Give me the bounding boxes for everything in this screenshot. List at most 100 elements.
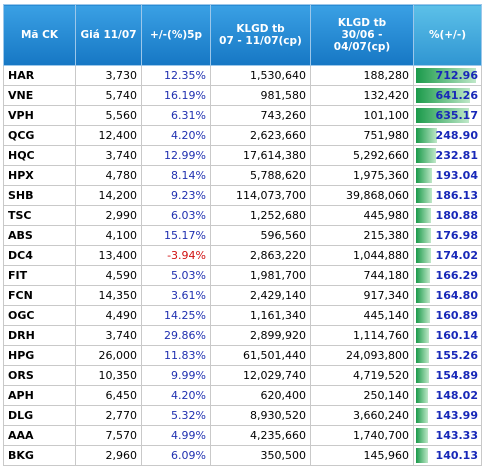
table-row: VPH 5,560 6.31% 743,260 101,100 635.17 bbox=[3, 105, 482, 126]
table-row: HPX 4,780 8.14% 5,788,620 1,975,360 193.04 bbox=[3, 165, 482, 186]
ticker: DRH bbox=[3, 325, 76, 346]
ticker: ABS bbox=[3, 225, 76, 246]
change-value: 174.02 bbox=[435, 249, 478, 262]
table-body: HAR 3,730 12.35% 1,530,640 188,280 712.96 VNE 5… bbox=[3, 65, 482, 466]
price: 5,560 bbox=[75, 105, 142, 126]
change-cell: 712.96 bbox=[413, 65, 482, 86]
volume-prev: 751,980 bbox=[310, 125, 414, 146]
price: 3,730 bbox=[75, 65, 142, 86]
volume-prev: 3,660,240 bbox=[310, 405, 414, 426]
change-value: 176.98 bbox=[435, 229, 478, 242]
table-row: HPG 26,000 11.83% 61,501,440 24,093,800 155.2… bbox=[3, 345, 482, 366]
volume-week: 17,614,380 bbox=[210, 145, 311, 166]
change-bar bbox=[416, 108, 470, 123]
change-value: 635.17 bbox=[435, 109, 478, 122]
percent-change: 12.35% bbox=[141, 65, 211, 86]
ticker: TSC bbox=[3, 205, 76, 226]
header-cell: KLGD tb 30/06 - 04/07(cp) bbox=[310, 4, 414, 66]
percent-change: 6.09% bbox=[141, 445, 211, 466]
header-cell: %(+/-) bbox=[413, 4, 482, 66]
volume-prev: 132,420 bbox=[310, 85, 414, 106]
change-bar bbox=[416, 308, 430, 323]
change-value: 143.33 bbox=[435, 429, 478, 442]
price: 14,200 bbox=[75, 185, 142, 206]
price: 2,960 bbox=[75, 445, 142, 466]
change-cell: 635.17 bbox=[413, 105, 482, 126]
ticker: OGC bbox=[3, 305, 76, 326]
change-bar bbox=[416, 348, 430, 363]
change-cell: 186.13 bbox=[413, 185, 482, 206]
table-row: DLG 2,770 5.32% 8,930,520 3,660,240 143.99 bbox=[3, 405, 482, 426]
change-value: 160.89 bbox=[435, 309, 478, 322]
volume-week: 1,530,640 bbox=[210, 65, 311, 86]
volume-week: 12,029,740 bbox=[210, 365, 311, 386]
table-row: BKG 2,960 6.09% 350,500 145,960 140.13 bbox=[3, 445, 482, 466]
volume-week: 620,400 bbox=[210, 385, 311, 406]
change-value: 155.26 bbox=[435, 349, 478, 362]
volume-week: 350,500 bbox=[210, 445, 311, 466]
ticker: ORS bbox=[3, 365, 76, 386]
change-cell: 143.33 bbox=[413, 425, 482, 446]
change-value: 712.96 bbox=[435, 69, 478, 82]
table-row: HAR 3,730 12.35% 1,530,640 188,280 712.96 bbox=[3, 65, 482, 86]
change-bar bbox=[416, 408, 429, 423]
change-bar bbox=[416, 248, 431, 263]
change-bar bbox=[416, 268, 430, 283]
change-bar bbox=[416, 448, 428, 463]
percent-change: 11.83% bbox=[141, 345, 211, 366]
price: 4,490 bbox=[75, 305, 142, 326]
ticker: HPX bbox=[3, 165, 76, 186]
volume-prev: 1,114,760 bbox=[310, 325, 414, 346]
volume-prev: 24,093,800 bbox=[310, 345, 414, 366]
price: 5,740 bbox=[75, 85, 142, 106]
change-cell: 176.98 bbox=[413, 225, 482, 246]
table-row: DRH 3,740 29.86% 2,899,920 1,114,760 160.14 bbox=[3, 325, 482, 346]
change-cell: 248.90 bbox=[413, 125, 482, 146]
ticker: APH bbox=[3, 385, 76, 406]
price: 6,450 bbox=[75, 385, 142, 406]
change-value: 143.99 bbox=[435, 409, 478, 422]
volume-week: 2,899,920 bbox=[210, 325, 311, 346]
percent-change: 9.99% bbox=[141, 365, 211, 386]
table-row: HQC 3,740 12.99% 17,614,380 5,292,660 232.81 bbox=[3, 145, 482, 166]
percent-change: 5.32% bbox=[141, 405, 211, 426]
percent-change: 12.99% bbox=[141, 145, 211, 166]
price: 2,990 bbox=[75, 205, 142, 226]
volume-week: 2,429,140 bbox=[210, 285, 311, 306]
change-value: 140.13 bbox=[435, 449, 478, 462]
volume-week: 743,260 bbox=[210, 105, 311, 126]
volume-prev: 250,140 bbox=[310, 385, 414, 406]
volume-prev: 145,960 bbox=[310, 445, 414, 466]
ticker: DC4 bbox=[3, 245, 76, 266]
ticker: BKG bbox=[3, 445, 76, 466]
change-cell: 641.26 bbox=[413, 85, 482, 106]
change-cell: 140.13 bbox=[413, 445, 482, 466]
percent-change: 4.99% bbox=[141, 425, 211, 446]
percent-change: 6.31% bbox=[141, 105, 211, 126]
percent-change: 15.17% bbox=[141, 225, 211, 246]
volume-prev: 1,975,360 bbox=[310, 165, 414, 186]
table-row: ORS 10,350 9.99% 12,029,740 4,719,520 154.89 bbox=[3, 365, 482, 386]
percent-change: 29.86% bbox=[141, 325, 211, 346]
table-row: FIT 4,590 5.03% 1,981,700 744,180 166.29 bbox=[3, 265, 482, 286]
volume-week: 4,235,660 bbox=[210, 425, 311, 446]
change-bar bbox=[416, 288, 430, 303]
ticker: VNE bbox=[3, 85, 76, 106]
ticker: DLG bbox=[3, 405, 76, 426]
percent-change: 6.03% bbox=[141, 205, 211, 226]
price: 7,570 bbox=[75, 425, 142, 446]
change-cell: 160.14 bbox=[413, 325, 482, 346]
volume-week: 8,930,520 bbox=[210, 405, 311, 426]
volume-week: 1,981,700 bbox=[210, 265, 311, 286]
change-bar bbox=[416, 368, 430, 383]
volume-week: 1,252,680 bbox=[210, 205, 311, 226]
table-row: QCG 12,400 4.20% 2,623,660 751,980 248.90 bbox=[3, 125, 482, 146]
volume-prev: 101,100 bbox=[310, 105, 414, 126]
change-bar bbox=[416, 68, 476, 83]
ticker: FCN bbox=[3, 285, 76, 306]
volume-prev: 188,280 bbox=[310, 65, 414, 86]
change-bar bbox=[416, 188, 432, 203]
table-row: APH 6,450 4.20% 620,400 250,140 148.02 bbox=[3, 385, 482, 406]
table-row: SHB 14,200 9.23% 114,073,700 39,868,060 186.1… bbox=[3, 185, 482, 206]
